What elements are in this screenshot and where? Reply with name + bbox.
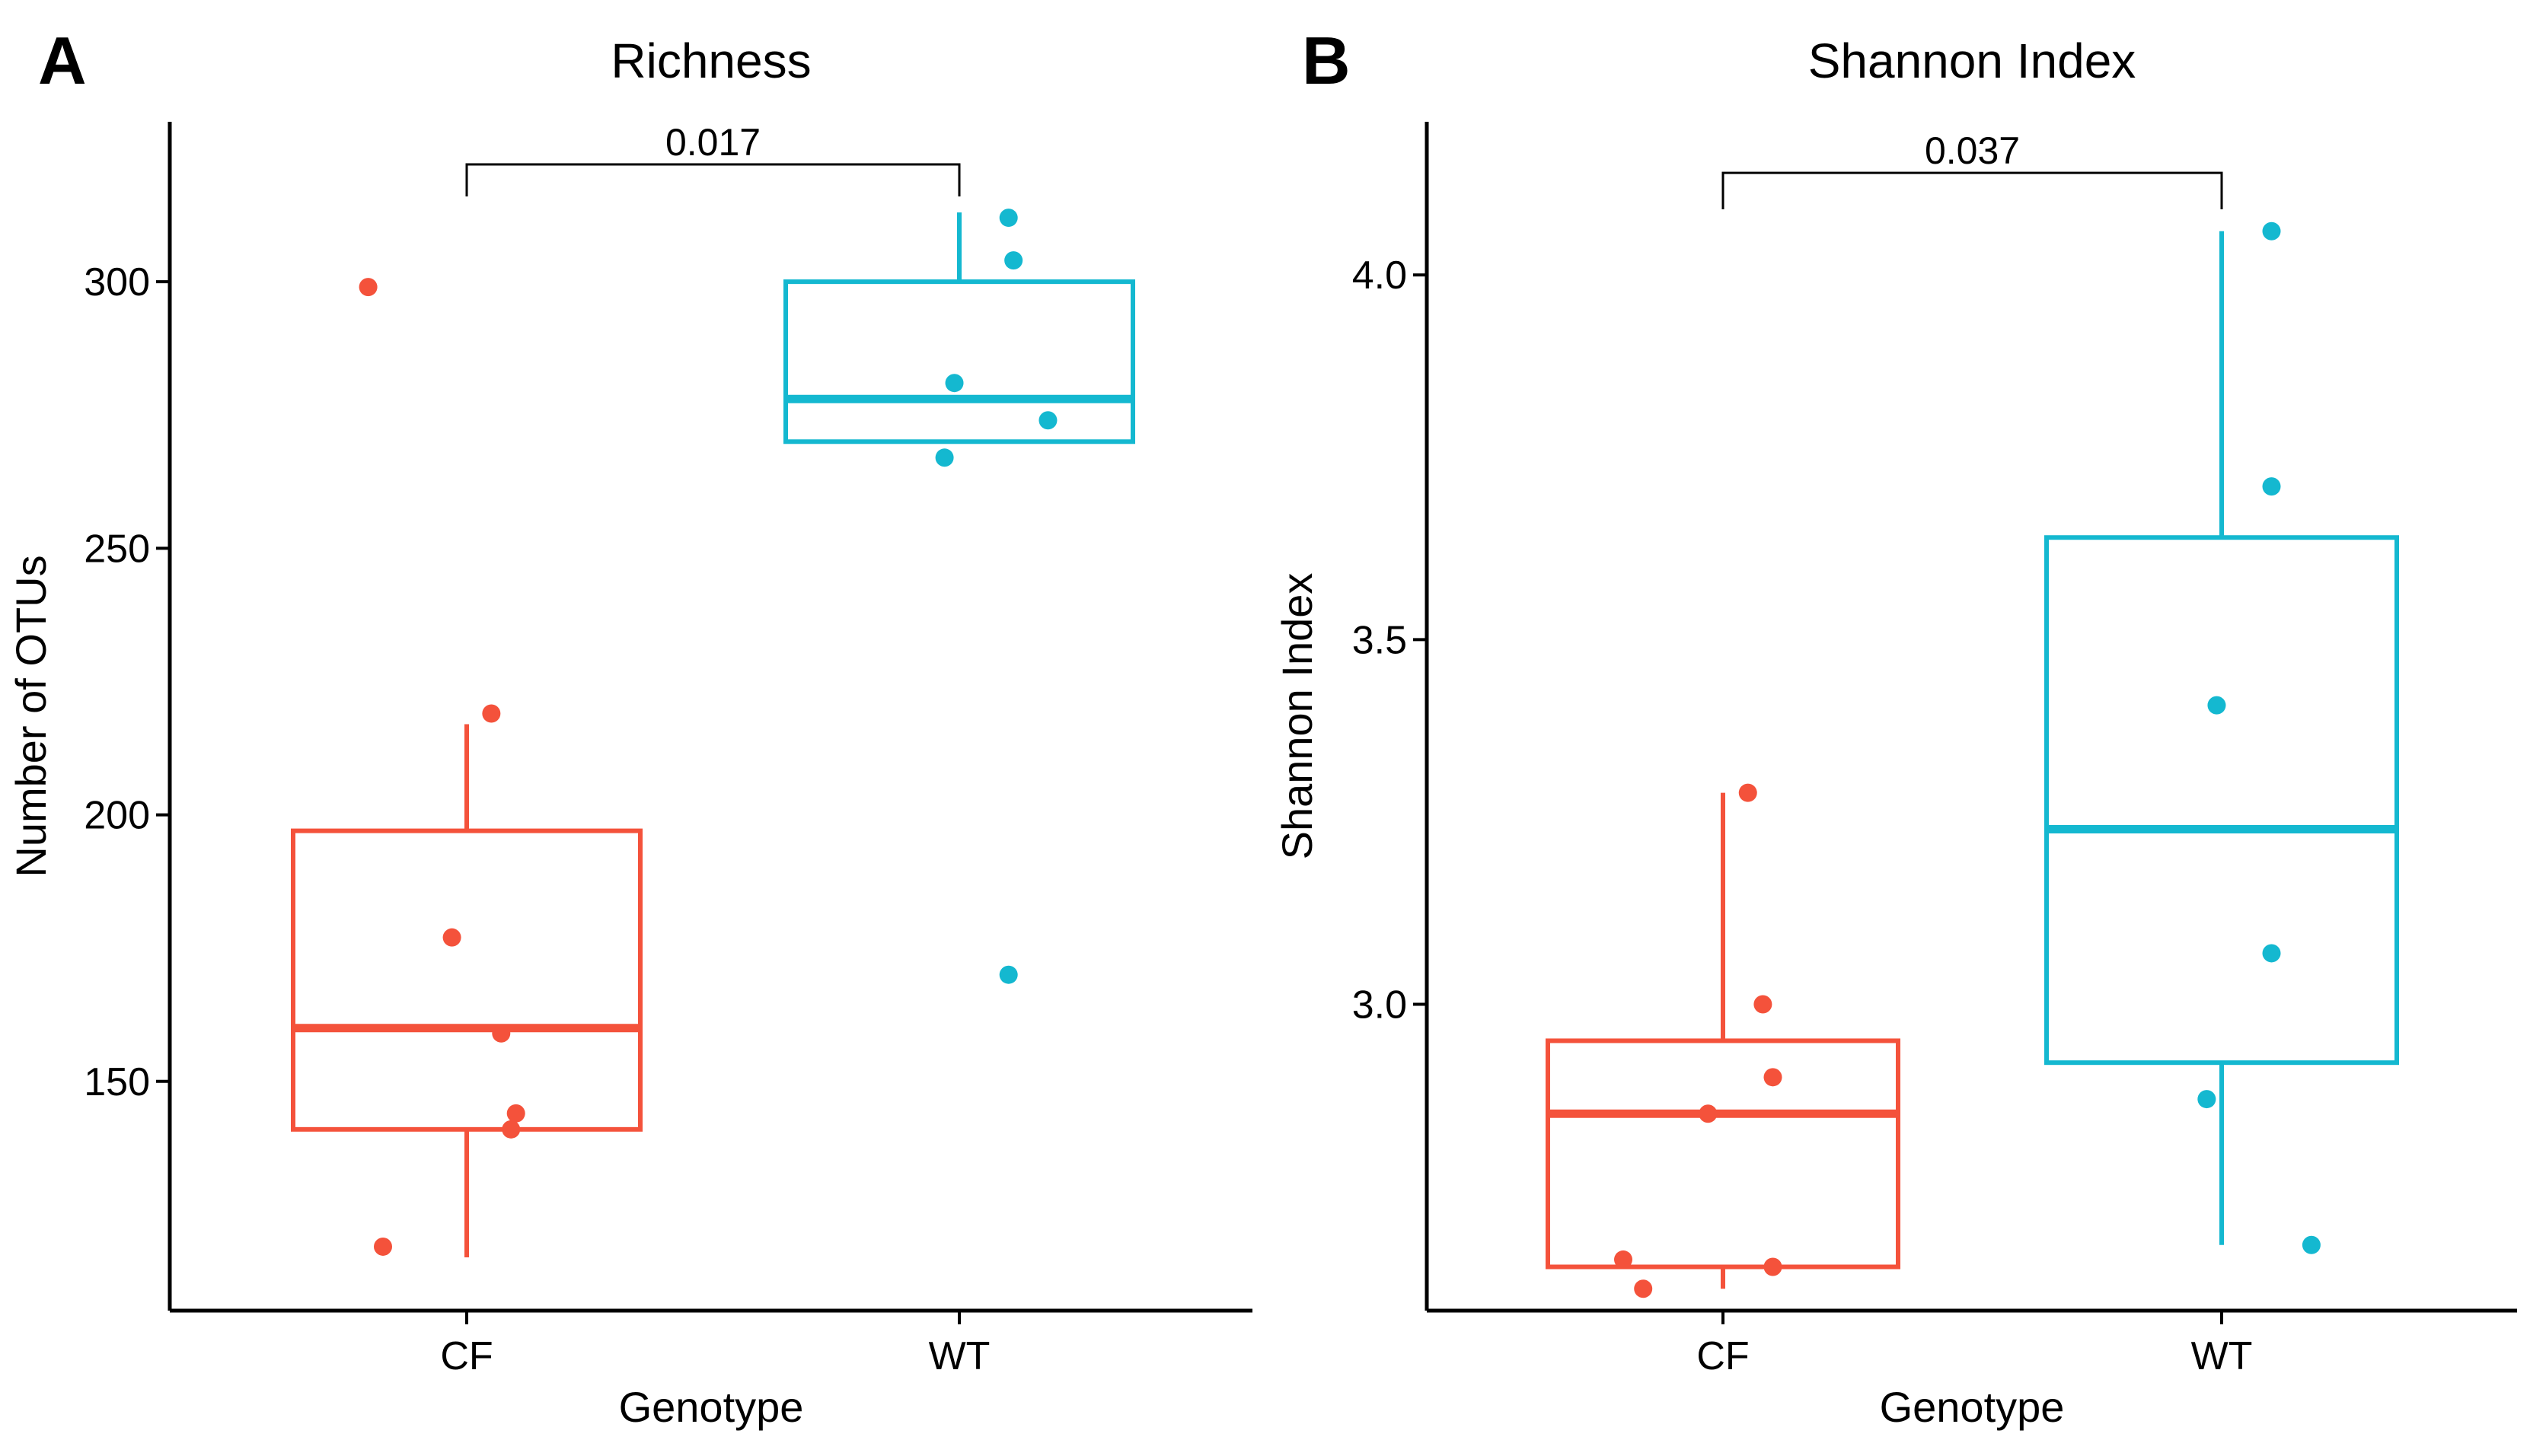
x-tick-label: WT (2191, 1334, 2253, 1378)
data-point-cf (1699, 1104, 1718, 1123)
data-point-wt (2302, 1235, 2321, 1254)
data-point-cf (1614, 1250, 1632, 1269)
data-point-cf (374, 1237, 393, 1256)
p-value-label: 0.037 (1925, 129, 2020, 172)
y-axis-title: Shannon Index (1273, 573, 1321, 860)
y-tick-label: 150 (84, 1060, 150, 1104)
data-point-wt (2262, 221, 2281, 241)
panel-b: B Shannon Index 3.0 3.5 4.0 CF WT Genotype Shann… (1273, 23, 2517, 1431)
box-wt (2044, 231, 2399, 1245)
chart-title: Shannon Index (1808, 33, 2136, 88)
data-point-cf (1634, 1279, 1653, 1298)
box-iqr (783, 279, 1135, 444)
y-tick-label: 200 (84, 794, 150, 838)
data-point-cf (492, 1024, 511, 1043)
p-value-label: 0.017 (665, 121, 761, 164)
x-tick-label: WT (929, 1334, 991, 1378)
data-point-cf (442, 928, 461, 947)
x-tick-label: CF (440, 1334, 493, 1378)
y-tick-label: 4.0 (1352, 253, 1407, 298)
y-tick-label: 3.0 (1352, 983, 1407, 1027)
data-point-cf (1738, 783, 1757, 802)
box-iqr (291, 828, 643, 1132)
data-point-cf (1753, 995, 1772, 1014)
data-point-wt (2197, 1090, 2216, 1109)
x-axis-title: Genotype (619, 1383, 804, 1431)
box-cf (1546, 792, 1900, 1289)
y-tick-label: 250 (84, 527, 150, 571)
panel-a: A Richness 150 200 250 300 CF WT Genotype Number … (7, 23, 1252, 1431)
data-point-wt (2262, 477, 2281, 496)
data-point-wt (2207, 696, 2226, 715)
data-point-cf (359, 278, 378, 297)
panel-label: B (1302, 23, 1351, 98)
box-iqr (2044, 535, 2399, 1066)
y-tick-label: 300 (84, 260, 150, 304)
data-point-wt (945, 374, 964, 393)
y-tick-label: 3.5 (1352, 618, 1407, 662)
data-point-cf (1763, 1068, 1782, 1087)
data-point-cf (506, 1104, 525, 1123)
panel-label: A (38, 23, 87, 98)
y-axis-title: Number of OTUs (7, 555, 55, 877)
data-point-wt (999, 965, 1018, 984)
x-tick-label: CF (1696, 1334, 1749, 1378)
data-point-wt (1038, 411, 1058, 430)
x-axis-title: Genotype (1880, 1383, 2065, 1431)
data-point-wt (2262, 944, 2281, 963)
data-point-cf (482, 704, 501, 723)
comparison-bracket (465, 163, 961, 197)
data-point-wt (999, 209, 1018, 228)
data-point-wt (935, 448, 954, 467)
chart-title: Richness (611, 33, 811, 88)
box-cf (291, 724, 643, 1257)
comparison-bracket (1721, 171, 2223, 209)
data-point-cf (502, 1120, 521, 1139)
data-point-cf (1763, 1257, 1782, 1276)
box-iqr (1546, 1038, 1900, 1270)
box-wt (783, 212, 1135, 444)
data-point-wt (1004, 251, 1023, 270)
